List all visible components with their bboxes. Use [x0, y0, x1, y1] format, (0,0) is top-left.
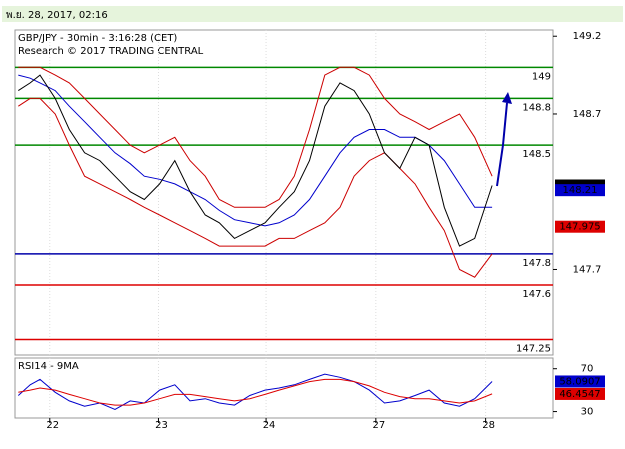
value-box-label: 46.4547 — [559, 389, 600, 400]
x-tick-label: 22 — [46, 420, 59, 431]
y-tick-label: 30 — [581, 407, 594, 418]
x-tick-label: 24 — [263, 420, 276, 431]
level-label: 147.8 — [522, 258, 551, 269]
x-tick-label: 28 — [482, 420, 495, 431]
price-panel — [14, 29, 554, 356]
y-tick-label: 70 — [581, 364, 594, 375]
x-tick-label: 27 — [372, 420, 385, 431]
series-line — [18, 74, 493, 227]
header-date: พ.ย. 28, 2017, 02:16 — [6, 10, 108, 21]
arrow-head — [502, 92, 512, 104]
level-label: 148.5 — [522, 149, 551, 160]
level-label: 148.8 — [522, 102, 551, 113]
value-box — [555, 375, 605, 388]
level-label: 147.25 — [516, 343, 551, 354]
rsi-title: RSI14 - 9MA — [18, 361, 79, 372]
chart-subtitle: Research © 2017 TRADING CENTRAL — [18, 46, 204, 57]
y-tick-label: 147.7 — [573, 264, 602, 275]
value-box — [555, 184, 605, 197]
series-line — [18, 378, 493, 406]
series-line — [18, 66, 493, 208]
y-tick-label: 148.7 — [573, 109, 602, 120]
series-line — [18, 97, 493, 278]
rsi-panel — [14, 357, 554, 419]
value-box — [555, 220, 605, 233]
value-box-label: 58.0907 — [559, 376, 600, 387]
y-tick-label: 149.2 — [573, 31, 602, 42]
forecast-arrow — [496, 102, 508, 187]
level-label: 149 — [532, 71, 551, 82]
header-band — [2, 6, 623, 22]
value-box-label: 148.21 — [563, 185, 598, 196]
x-tick-label: 23 — [155, 420, 168, 431]
value-box-label: 147.975 — [559, 222, 600, 233]
series-line — [17, 373, 493, 410]
plot: 22 23 24 27 28 149.2 148.7 147.7 149 148.8 148.5 14… — [15, 30, 605, 431]
level-label: 147.6 — [522, 289, 551, 300]
value-box — [555, 387, 605, 400]
chart-title: GBP/JPY - 30min - 3:16:28 (CET) — [18, 33, 177, 44]
series-line — [18, 74, 493, 247]
